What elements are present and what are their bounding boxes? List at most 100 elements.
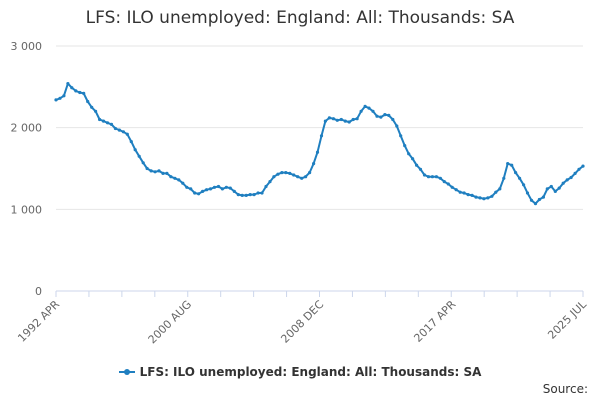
data-point[interactable] (466, 193, 470, 197)
data-point[interactable] (454, 188, 458, 192)
data-point[interactable] (208, 187, 213, 191)
data-point[interactable] (240, 193, 244, 197)
data-point[interactable] (577, 167, 581, 171)
data-point[interactable] (478, 196, 482, 200)
data-point[interactable] (375, 114, 379, 118)
data-point[interactable] (312, 162, 316, 166)
data-point[interactable] (518, 176, 522, 180)
data-point[interactable] (149, 169, 153, 173)
data-point[interactable] (573, 171, 577, 175)
data-point[interactable] (474, 195, 478, 199)
data-point[interactable] (351, 117, 355, 122)
data-point[interactable] (94, 109, 98, 113)
data-point[interactable] (549, 184, 553, 189)
data-point[interactable] (415, 163, 419, 167)
data-point[interactable] (486, 196, 490, 200)
data-point[interactable] (256, 191, 260, 195)
data-point[interactable] (426, 175, 431, 179)
data-point[interactable] (90, 105, 94, 109)
data-point[interactable] (347, 120, 351, 124)
data-point[interactable] (494, 190, 498, 194)
data-point[interactable] (308, 171, 312, 175)
data-point[interactable] (232, 189, 236, 193)
data-point[interactable] (228, 186, 232, 190)
data-point[interactable] (173, 176, 177, 180)
data-point[interactable] (367, 106, 371, 110)
data-point[interactable] (323, 119, 327, 123)
data-point[interactable] (343, 119, 347, 123)
data-point[interactable] (514, 171, 518, 175)
data-point[interactable] (522, 183, 526, 187)
data-point[interactable] (82, 91, 86, 95)
data-point[interactable] (260, 191, 264, 195)
data-point[interactable] (86, 99, 90, 104)
data-point[interactable] (54, 98, 58, 102)
data-point[interactable] (525, 191, 530, 195)
data-point[interactable] (280, 171, 284, 175)
data-point[interactable] (371, 109, 375, 113)
data-point[interactable] (121, 130, 125, 134)
data-point[interactable] (236, 193, 240, 197)
data-point[interactable] (70, 86, 74, 90)
data-point[interactable] (220, 187, 224, 191)
data-point[interactable] (399, 134, 403, 138)
data-point[interactable] (407, 152, 411, 156)
data-point[interactable] (363, 104, 367, 108)
data-point[interactable] (252, 193, 256, 197)
data-point[interactable] (470, 193, 474, 197)
series[interactable] (54, 82, 585, 206)
data-point[interactable] (355, 117, 359, 121)
data-point[interactable] (446, 182, 450, 186)
data-point[interactable] (288, 171, 292, 175)
data-point[interactable] (359, 109, 363, 113)
data-point[interactable] (205, 188, 209, 192)
data-point[interactable] (224, 185, 228, 189)
data-point[interactable] (78, 90, 82, 95)
data-point[interactable] (201, 189, 205, 193)
data-point[interactable] (137, 154, 141, 158)
data-point[interactable] (581, 164, 585, 168)
data-point[interactable] (339, 117, 343, 122)
data-point[interactable] (335, 118, 339, 122)
data-point[interactable] (117, 128, 121, 132)
data-point[interactable] (395, 124, 399, 128)
data-point[interactable] (450, 185, 454, 189)
data-point[interactable] (304, 175, 308, 179)
data-point[interactable] (383, 113, 387, 117)
data-point[interactable] (418, 167, 423, 171)
data-point[interactable] (315, 150, 320, 154)
data-point[interactable] (276, 172, 280, 176)
data-point[interactable] (490, 194, 494, 198)
data-point[interactable] (165, 171, 169, 175)
data-point[interactable] (66, 82, 70, 86)
data-point[interactable] (212, 185, 217, 189)
data-point[interactable] (482, 197, 486, 201)
data-point[interactable] (557, 186, 561, 190)
data-point[interactable] (58, 96, 62, 100)
data-point[interactable] (133, 148, 137, 152)
data-point[interactable] (553, 189, 557, 193)
data-point[interactable] (216, 184, 221, 189)
data-point[interactable] (141, 161, 145, 165)
legend[interactable]: LFS: ILO unemployed: England: All: Thous… (0, 365, 600, 379)
data-point[interactable] (157, 169, 161, 173)
data-point[interactable] (438, 176, 442, 180)
data-point[interactable] (319, 134, 324, 138)
data-point[interactable] (434, 175, 438, 179)
data-point[interactable] (545, 187, 549, 191)
data-point[interactable] (145, 166, 149, 171)
data-point[interactable] (185, 185, 189, 189)
data-point[interactable] (565, 178, 569, 182)
data-point[interactable] (153, 170, 157, 174)
data-point[interactable] (125, 132, 129, 136)
data-point[interactable] (391, 117, 395, 122)
data-point[interactable] (430, 175, 434, 179)
data-point[interactable] (98, 117, 102, 122)
data-point[interactable] (537, 197, 542, 202)
data-point[interactable] (458, 190, 462, 194)
data-point[interactable] (533, 202, 538, 206)
data-point[interactable] (422, 173, 427, 177)
legend-item[interactable]: LFS: ILO unemployed: England: All: Thous… (118, 365, 481, 379)
data-point[interactable] (529, 198, 534, 202)
data-point[interactable] (506, 162, 510, 166)
